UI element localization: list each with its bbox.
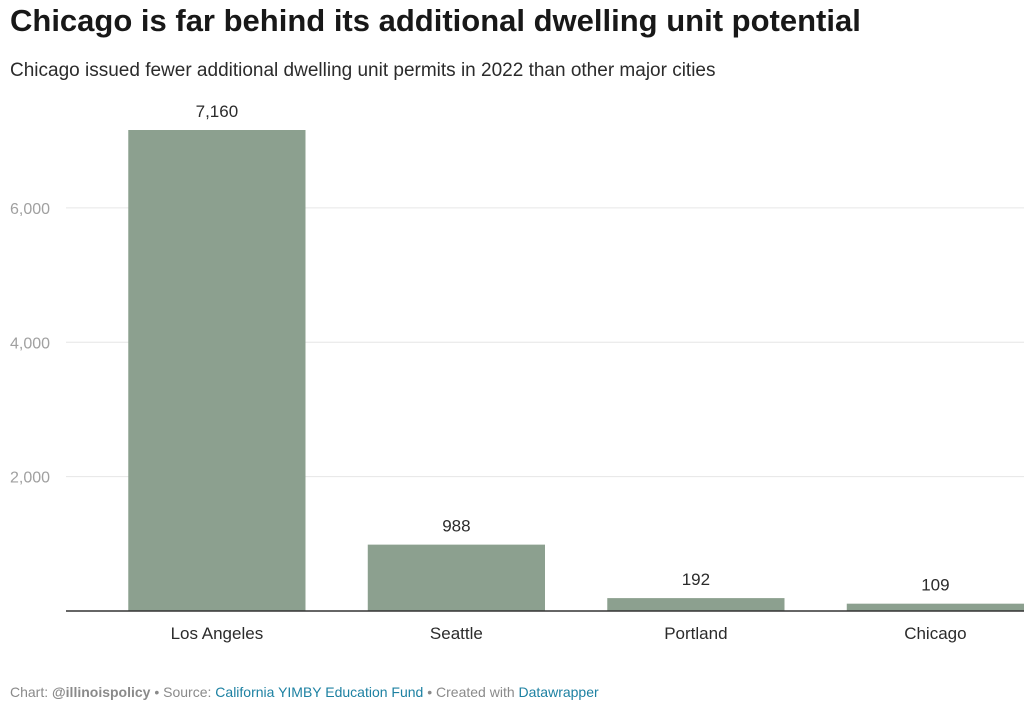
footer-chart-author: @illinoispolicy (52, 684, 151, 700)
x-category-label: Portland (664, 624, 727, 643)
x-category-label: Seattle (430, 624, 483, 643)
footer-tool-link[interactable]: Datawrapper (518, 684, 599, 700)
x-category-label: Chicago (904, 624, 966, 643)
bar (367, 544, 545, 611)
y-tick-label: 2,000 (10, 470, 50, 487)
footer-source-prefix: • Source: (150, 684, 216, 700)
bar (128, 130, 306, 611)
bar-value-label: 192 (682, 570, 710, 589)
footer-source-link[interactable]: California YIMBY Education Fund (215, 684, 424, 700)
bar-value-label: 109 (921, 576, 949, 595)
y-tick-label: 6,000 (10, 201, 50, 218)
chart-title: Chicago is far behind its additional dwe… (10, 3, 861, 38)
chart-footer: Chart: @illinoispolicy • Source: Califor… (10, 683, 599, 701)
y-tick-label: 4,000 (10, 335, 50, 352)
x-category-label: Los Angeles (171, 624, 264, 643)
bar-chart: 2,000 4,000 6,000 7,160 Los Angeles 988 Seattl… (10, 102, 1024, 643)
chart-subtitle: Chicago issued fewer additional dwelling… (10, 60, 716, 81)
bar (846, 603, 1024, 611)
footer-tool-prefix: • Created with (423, 684, 519, 700)
footer-chart-prefix: Chart: (10, 684, 53, 700)
bar (607, 598, 785, 611)
bar-value-label: 7,160 (196, 102, 239, 121)
bar-value-label: 988 (442, 517, 470, 536)
